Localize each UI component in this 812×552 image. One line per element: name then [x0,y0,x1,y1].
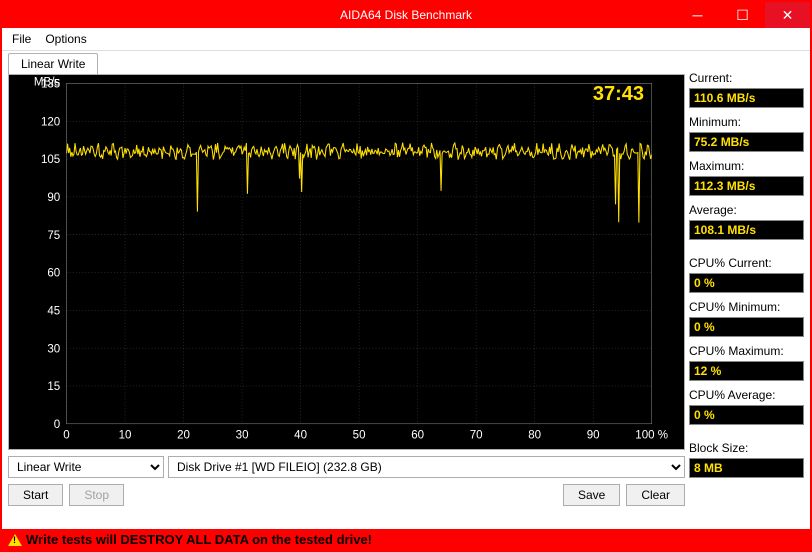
tab-linear-write[interactable]: Linear Write [8,53,98,74]
value-block-size: 8 MB [689,458,804,478]
svg-text:10: 10 [119,429,132,441]
svg-text:120: 120 [41,116,60,128]
svg-text:90: 90 [47,192,60,204]
label-average: Average: [689,203,804,217]
drive-select[interactable]: Disk Drive #1 [WD FILEIO] (232.8 GB) [168,456,685,478]
svg-text:0: 0 [63,429,69,441]
stop-button[interactable]: Stop [69,484,124,506]
warning-text: Write tests will DESTROY ALL DATA on the… [26,532,372,547]
svg-text:60: 60 [411,429,424,441]
elapsed-timer: 37:43 [593,83,644,106]
svg-text:50: 50 [353,429,366,441]
warning-icon [8,534,22,546]
svg-text:100 %: 100 % [635,429,668,441]
svg-text:MB/s: MB/s [34,77,61,89]
value-cpu-current: 0 % [689,273,804,293]
label-cpu-average: CPU% Average: [689,388,804,402]
value-cpu-maximum: 12 % [689,361,804,381]
title-bar: AIDA64 Disk Benchmark ─ ☐ ✕ [2,2,810,28]
value-minimum: 75.2 MB/s [689,132,804,152]
value-maximum: 112.3 MB/s [689,176,804,196]
clear-button[interactable]: Clear [626,484,685,506]
svg-text:0: 0 [54,419,60,431]
label-minimum: Minimum: [689,115,804,129]
benchmark-chart: 0153045607590105120135MB/s01020304050607… [8,74,685,450]
close-button[interactable]: ✕ [765,2,810,28]
svg-text:45: 45 [47,306,60,318]
menu-file[interactable]: File [12,32,31,46]
minimize-button[interactable]: ─ [675,2,720,28]
svg-text:40: 40 [294,429,307,441]
label-block-size: Block Size: [689,441,804,455]
svg-text:30: 30 [47,343,60,355]
value-average: 108.1 MB/s [689,220,804,240]
svg-text:15: 15 [47,381,60,393]
label-cpu-minimum: CPU% Minimum: [689,300,804,314]
label-current: Current: [689,71,804,85]
test-mode-select[interactable]: Linear Write [8,456,164,478]
svg-text:70: 70 [470,429,483,441]
menu-options[interactable]: Options [45,32,86,46]
save-button[interactable]: Save [563,484,620,506]
svg-text:30: 30 [236,429,249,441]
svg-text:80: 80 [528,429,541,441]
label-cpu-current: CPU% Current: [689,256,804,270]
value-cpu-minimum: 0 % [689,317,804,337]
menu-bar: File Options [2,28,810,51]
svg-text:105: 105 [41,154,60,166]
value-cpu-average: 0 % [689,405,804,425]
value-current: 110.6 MB/s [689,88,804,108]
svg-text:20: 20 [177,429,190,441]
window-title: AIDA64 Disk Benchmark [340,8,472,22]
svg-text:60: 60 [47,268,60,280]
maximize-button[interactable]: ☐ [720,2,765,28]
label-cpu-maximum: CPU% Maximum: [689,344,804,358]
svg-text:75: 75 [47,230,60,242]
svg-text:90: 90 [587,429,600,441]
warning-bar: Write tests will DESTROY ALL DATA on the… [2,529,810,550]
label-maximum: Maximum: [689,159,804,173]
start-button[interactable]: Start [8,484,63,506]
